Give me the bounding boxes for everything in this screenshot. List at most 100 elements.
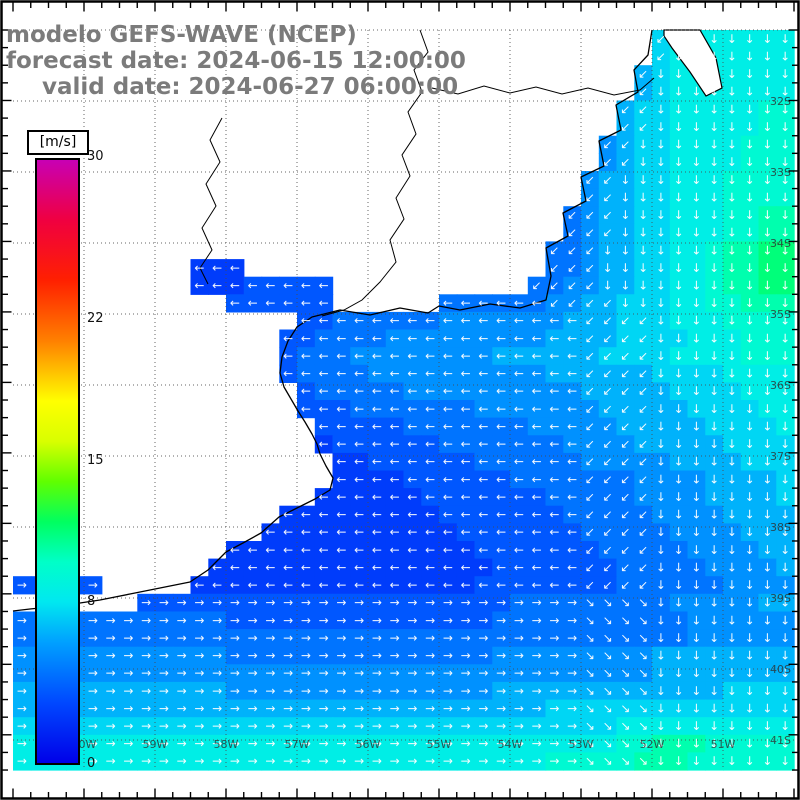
svg-text:↓: ↓	[745, 754, 755, 768]
svg-text:↓: ↓	[656, 349, 666, 363]
svg-text:←: ←	[336, 543, 346, 557]
svg-text:↓: ↓	[745, 684, 755, 698]
svg-text:→: →	[461, 666, 471, 680]
svg-text:↓: ↓	[674, 402, 684, 416]
svg-text:↙: ↙	[603, 173, 613, 187]
svg-text:←: ←	[496, 296, 506, 310]
svg-text:←: ←	[461, 490, 471, 504]
svg-text:↘: ↘	[638, 631, 648, 645]
svg-text:→: →	[52, 701, 62, 715]
svg-text:→: →	[230, 666, 240, 680]
latitude-label: 34S	[770, 237, 791, 250]
svg-text:↘: ↘	[638, 613, 648, 627]
svg-text:←: ←	[265, 279, 275, 293]
svg-text:↓: ↓	[709, 102, 719, 116]
svg-text:→: →	[549, 719, 559, 733]
svg-text:↓: ↓	[709, 472, 719, 486]
svg-text:→: →	[265, 719, 275, 733]
svg-text:↙: ↙	[620, 543, 630, 557]
longitude-label: 51W	[711, 738, 736, 751]
svg-text:→: →	[212, 719, 222, 733]
svg-text:↙: ↙	[620, 472, 630, 486]
svg-text:↓: ↓	[691, 67, 701, 81]
svg-text:↓: ↓	[762, 701, 772, 715]
svg-text:↓: ↓	[691, 155, 701, 169]
svg-text:↓: ↓	[745, 102, 755, 116]
svg-text:←: ←	[372, 331, 382, 345]
svg-text:←: ←	[336, 525, 346, 539]
svg-text:←: ←	[390, 402, 400, 416]
svg-text:↓: ↓	[745, 314, 755, 328]
svg-text:←: ←	[496, 349, 506, 363]
svg-text:↓: ↓	[709, 613, 719, 627]
svg-text:←: ←	[230, 279, 240, 293]
svg-text:↘: ↘	[638, 684, 648, 698]
svg-text:←: ←	[425, 490, 435, 504]
svg-text:↙: ↙	[603, 296, 613, 310]
svg-text:←: ←	[372, 367, 382, 381]
svg-text:↓: ↓	[727, 155, 737, 169]
svg-text:←: ←	[248, 560, 258, 574]
svg-text:←: ←	[532, 455, 542, 469]
svg-text:←: ←	[319, 560, 329, 574]
svg-text:→: →	[549, 596, 559, 610]
svg-text:↓: ↓	[745, 208, 755, 222]
valid-date-line: valid date: 2024-06-27 06:00:00	[42, 74, 459, 100]
svg-text:↓: ↓	[745, 508, 755, 522]
svg-text:↓: ↓	[762, 67, 772, 81]
svg-text:←: ←	[443, 314, 453, 328]
svg-text:←: ←	[461, 296, 471, 310]
svg-text:→: →	[390, 631, 400, 645]
svg-text:←: ←	[390, 420, 400, 434]
svg-text:↓: ↓	[691, 701, 701, 715]
svg-text:←: ←	[319, 331, 329, 345]
svg-text:←: ←	[301, 543, 311, 557]
svg-text:←: ←	[496, 455, 506, 469]
svg-text:↓: ↓	[709, 296, 719, 310]
svg-text:↙: ↙	[585, 384, 595, 398]
svg-text:→: →	[141, 613, 151, 627]
svg-text:→: →	[461, 719, 471, 733]
svg-text:↓: ↓	[727, 85, 737, 99]
svg-text:←: ←	[230, 578, 240, 592]
svg-text:←: ←	[354, 437, 364, 451]
svg-text:→: →	[549, 737, 559, 751]
svg-text:→: →	[549, 649, 559, 663]
svg-text:↓: ↓	[780, 596, 790, 610]
svg-text:→: →	[230, 684, 240, 698]
svg-text:↓: ↓	[674, 226, 684, 240]
svg-text:→: →	[407, 649, 417, 663]
svg-text:↙: ↙	[656, 49, 666, 63]
svg-text:↓: ↓	[727, 138, 737, 152]
svg-text:↓: ↓	[780, 472, 790, 486]
svg-text:←: ←	[443, 525, 453, 539]
svg-text:←: ←	[230, 560, 240, 574]
coastline-layer	[12, 29, 653, 612]
svg-text:→: →	[159, 754, 169, 768]
svg-text:→: →	[461, 631, 471, 645]
svg-text:←: ←	[496, 420, 506, 434]
svg-text:→: →	[212, 684, 222, 698]
svg-text:↓: ↓	[709, 226, 719, 240]
svg-text:↓: ↓	[691, 261, 701, 275]
svg-text:↓: ↓	[745, 296, 755, 310]
svg-text:↙: ↙	[585, 190, 595, 204]
svg-text:←: ←	[319, 367, 329, 381]
svg-text:↓: ↓	[780, 173, 790, 187]
svg-text:→: →	[52, 613, 62, 627]
svg-text:←: ←	[496, 508, 506, 522]
svg-text:↓: ↓	[762, 349, 772, 363]
svg-text:←: ←	[194, 261, 204, 275]
svg-text:→: →	[230, 754, 240, 768]
svg-text:→: →	[248, 754, 258, 768]
svg-text:←: ←	[248, 578, 258, 592]
svg-text:←: ←	[354, 384, 364, 398]
lat-lon-grid-layer	[13, 29, 794, 770]
svg-text:→: →	[194, 666, 204, 680]
svg-text:→: →	[301, 754, 311, 768]
svg-text:→: →	[194, 596, 204, 610]
svg-text:←: ←	[532, 314, 542, 328]
svg-text:↓: ↓	[762, 560, 772, 574]
svg-text:←: ←	[496, 384, 506, 398]
svg-text:→: →	[35, 649, 45, 663]
